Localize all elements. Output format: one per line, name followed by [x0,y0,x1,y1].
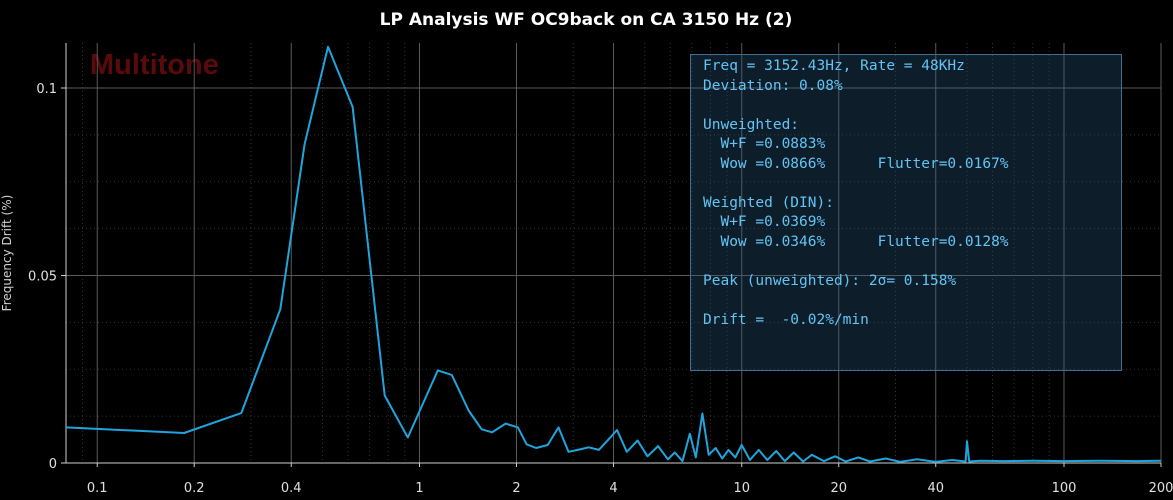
y-tick-label: 0 [49,457,57,472]
y-tick-label: 0.05 [28,270,57,285]
x-tick-label: 100 [1052,481,1077,496]
stats-panel: Freq = 3152.43Hz, Rate = 48KHz Deviation… [690,54,1122,371]
series-line-0 [65,45,1162,463]
x-tick-label: 2 [512,481,520,496]
x-tick-label: 200 [1149,481,1173,496]
x-tick-label: 0.4 [281,481,302,496]
y-axis-label: Frequency Drift (%) [0,195,14,312]
x-tick-label: 40 [927,481,944,496]
x-tick-label: 10 [733,481,750,496]
x-tick-label: 20 [830,481,847,496]
x-tick-label: 4 [609,481,617,496]
stats-text: Freq = 3152.43Hz, Rate = 48KHz Deviation… [703,58,1009,328]
y-tick-label: 0.1 [36,82,57,97]
watermark-label: Multitone [90,49,219,81]
x-tick-label: 0.2 [184,481,205,496]
x-tick-label: 0.1 [87,481,108,496]
x-tick-label: 1 [415,481,423,496]
chart-title: LP Analysis WF OC9back on CA 3150 Hz (2) [380,10,793,30]
